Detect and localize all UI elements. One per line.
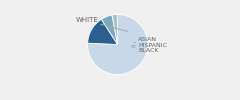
Text: ASIAN: ASIAN: [134, 37, 157, 43]
Text: BLACK: BLACK: [131, 46, 158, 53]
Wedge shape: [88, 14, 148, 74]
Text: HISPANIC: HISPANIC: [132, 43, 167, 48]
Wedge shape: [112, 14, 118, 44]
Text: WHITE: WHITE: [75, 18, 128, 32]
Wedge shape: [88, 19, 118, 44]
Wedge shape: [101, 15, 118, 44]
